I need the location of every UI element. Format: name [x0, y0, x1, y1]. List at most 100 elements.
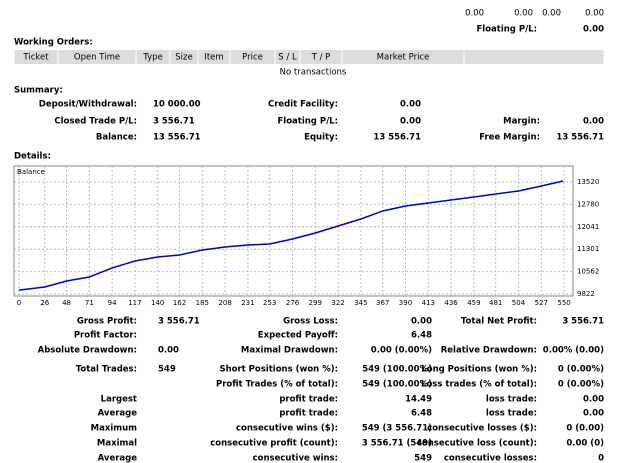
row-label: Closed Trade P/L: — [54, 117, 137, 127]
row-label: Largest — [101, 395, 137, 405]
row-label: Maximal — [97, 439, 137, 449]
column-header: Type — [142, 53, 163, 63]
y-tick-label: 13520 — [577, 178, 599, 186]
row-value: 0.00 (0) — [566, 439, 604, 449]
x-tick-label: 71 — [85, 299, 94, 307]
row-label: Total Net Profit: — [461, 317, 537, 327]
row-value: 3 556.71 — [158, 317, 200, 327]
floating-label: Floating P/L: — [476, 25, 537, 35]
x-tick-label: 413 — [422, 299, 435, 307]
column-header: Price — [242, 53, 263, 63]
top-value: 0.00 — [542, 9, 561, 19]
row-value: 0.00 (0.00%) — [371, 346, 432, 356]
row-value: 13 556.71 — [556, 133, 604, 143]
section-title: Summary: — [14, 86, 63, 96]
row-value: 0.00 — [400, 117, 421, 127]
header-bar — [14, 50, 604, 64]
row-value: 10 000.00 — [153, 100, 201, 110]
row-value: 0 (0.00%) — [558, 365, 604, 375]
x-tick-label: 117 — [128, 299, 141, 307]
x-tick-label: 140 — [151, 299, 164, 307]
x-tick-label: 504 — [512, 299, 526, 307]
x-tick-label: 436 — [444, 299, 458, 307]
row-value: 6.48 — [411, 409, 432, 419]
x-tick-label: 345 — [354, 299, 367, 307]
row-label: Free Margin: — [479, 133, 540, 143]
row-label: consecutive losses: — [444, 454, 537, 463]
empty-note: No transactions — [280, 68, 347, 78]
row-value: 0.00 — [400, 100, 421, 110]
row-label: Absolute Drawdown: — [38, 346, 137, 356]
row-label: consecutive losses ($): — [427, 424, 537, 434]
row-label: Profit Trades (% of total): — [216, 380, 338, 390]
x-tick-label: 322 — [331, 299, 344, 307]
row-label: Maximum — [91, 424, 137, 434]
x-tick-label: 26 — [40, 299, 49, 307]
x-tick-label: 208 — [218, 299, 231, 307]
y-tick-label: 10562 — [577, 268, 599, 276]
row-label: Total Trades: — [76, 365, 137, 375]
row-value: 13 556.71 — [153, 133, 201, 143]
y-tick-label: 11301 — [577, 245, 599, 253]
row-value: 0.00 — [583, 409, 604, 419]
column-header: Open Time — [74, 53, 120, 63]
section-title: Working Orders: — [14, 38, 93, 48]
row-label: Deposit/Withdrawal: — [39, 100, 137, 110]
row-label: Gross Loss: — [283, 317, 338, 327]
column-header: S / L — [278, 53, 297, 63]
x-tick-label: 48 — [62, 299, 71, 307]
y-tick-label: 12780 — [577, 200, 599, 208]
row-label: loss trade: — [486, 409, 537, 419]
row-value: 0.00% (0.00) — [543, 346, 604, 356]
x-tick-label: 94 — [108, 299, 117, 307]
x-tick-label: 481 — [489, 299, 502, 307]
column-header: Item — [204, 53, 223, 63]
row-value: 6.48 — [411, 331, 432, 341]
row-label: consecutive profit (count): — [210, 439, 338, 449]
chart-label: Balance — [17, 168, 45, 176]
row-label: Short Positions (won %): — [219, 365, 338, 375]
top-value: 0.00 — [585, 9, 604, 19]
row-label: Gross Profit: — [77, 317, 137, 327]
row-label: Profit Factor: — [74, 331, 137, 341]
row-label: Average — [98, 409, 138, 419]
row-value: 0.00 — [158, 346, 179, 356]
row-label: profit trade: — [279, 409, 338, 419]
top-value: 0.00 — [465, 9, 484, 19]
y-tick-label: 9822 — [577, 290, 595, 298]
x-tick-label: 0 — [17, 299, 21, 307]
row-value: 0 — [598, 454, 604, 463]
floating-value: 0.00 — [583, 25, 604, 35]
row-label: Balance: — [96, 133, 137, 143]
row-label: Expected Payoff: — [258, 331, 338, 341]
x-tick-label: 367 — [376, 299, 389, 307]
top-value: 0.00 — [514, 9, 533, 19]
row-label: Floating P/L: — [277, 117, 338, 127]
column-header: Ticket — [22, 53, 49, 63]
row-value: 549 — [158, 365, 176, 375]
row-value: 0 (0.00%) — [558, 380, 604, 390]
row-label: Margin: — [503, 117, 540, 127]
x-tick-label: 185 — [196, 299, 209, 307]
row-label: profit trade: — [279, 395, 338, 405]
x-tick-label: 253 — [263, 299, 276, 307]
row-value: 14.49 — [405, 395, 432, 405]
row-label: Loss trades (% of total): — [421, 380, 537, 390]
x-tick-label: 231 — [241, 299, 254, 307]
x-tick-label: 550 — [557, 299, 570, 307]
row-label: Average — [98, 454, 138, 463]
row-value: 549 (3 556.71) — [362, 424, 432, 434]
section-title: Details: — [14, 152, 51, 162]
row-label: consecutive wins ($): — [236, 424, 338, 434]
row-value: 13 556.71 — [373, 133, 421, 143]
row-value: 3 556.71 — [562, 317, 604, 327]
row-label: consecutive wins: — [253, 454, 338, 463]
x-tick-label: 527 — [535, 299, 548, 307]
row-value: 549 — [414, 454, 432, 463]
row-label: Equity: — [304, 133, 338, 143]
row-value: 549 (100.00%) — [362, 365, 432, 375]
x-tick-label: 299 — [309, 299, 322, 307]
column-header: T / P — [311, 53, 331, 63]
row-label: Long Positions (won %): — [421, 365, 537, 375]
